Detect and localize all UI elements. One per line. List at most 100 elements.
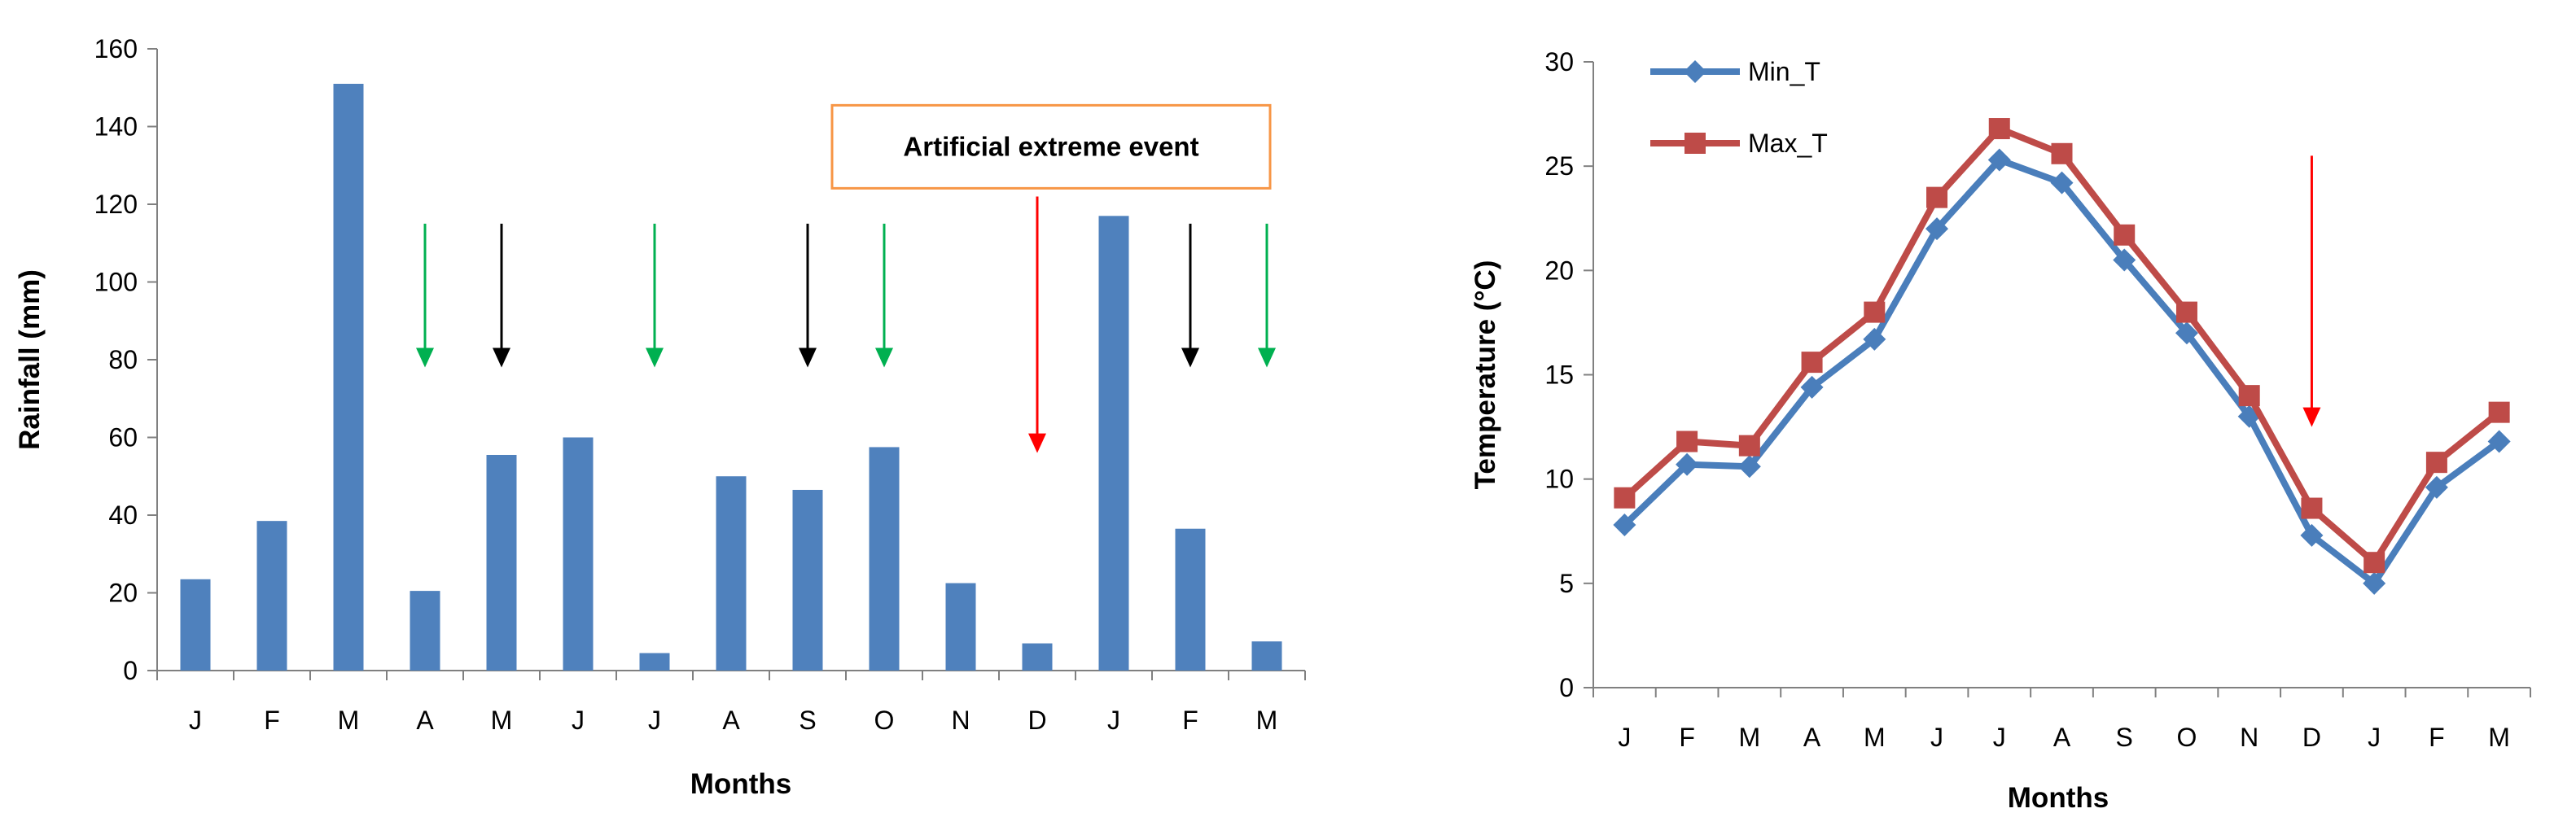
x-tick-label: M [338, 706, 360, 735]
min-t-point [2300, 523, 2324, 547]
min-t-point [1987, 148, 2011, 172]
legend: Min_T Max_T [1650, 57, 1828, 158]
x-tick-label: N [951, 706, 970, 735]
max-t-point [2488, 401, 2510, 423]
x-tick-label: D [1027, 706, 1046, 735]
x-tick-label: M [491, 706, 513, 735]
black-arrow-head [799, 347, 817, 368]
rainfall-bar [716, 476, 747, 671]
x-tick-label: J [1107, 706, 1120, 735]
red-arrow-head [1028, 433, 1046, 453]
min-t-point [1676, 452, 1699, 476]
x-tick-label: N [2240, 723, 2258, 752]
min-t-series [1613, 148, 2511, 595]
min-t-point [2363, 571, 2386, 595]
rainfall-bar [639, 653, 670, 671]
black-arrow [799, 223, 817, 368]
rainfall-bar-chart: 0 20 40 60 80 100 120 140 160 J F M A M J J A S O N D J F M Mont… [14, 34, 1306, 800]
black-arrow-head [1181, 347, 1199, 368]
min-t-point [2113, 248, 2136, 272]
max-t-point [2175, 301, 2197, 323]
min-t-point [2487, 430, 2511, 453]
max-t-series [1614, 118, 2510, 574]
green-arrow-head [646, 347, 664, 368]
green-arrow [416, 223, 434, 368]
max-t-point [2425, 452, 2447, 474]
legend-marker [1684, 133, 1706, 154]
min-t-point [1737, 455, 1761, 479]
y-tick-label: 160 [94, 34, 138, 63]
green-arrow-head [416, 347, 434, 368]
y-tick-label: 25 [1544, 151, 1574, 181]
rainfall-bar [180, 579, 211, 671]
legend-item-max-t: Max_T [1650, 129, 1828, 158]
y-tick-label: 140 [94, 112, 138, 142]
y-tick-label: 5 [1559, 569, 1574, 598]
temperature-line-chart: 0 5 10 15 20 25 30 J F M A M J J A S O N D J F M Min_T Max_T Mon… [1470, 47, 2531, 814]
min-t-point [1863, 327, 1886, 351]
rainfall-bar [869, 447, 900, 671]
red-arrow-head [2302, 407, 2321, 427]
rainfall-bar [563, 437, 594, 671]
y-axis-title: Rainfall (mm) [14, 269, 46, 450]
x-axis-title: Months [2008, 782, 2109, 814]
y-tick-label: 80 [108, 345, 138, 374]
max-t-point [2364, 552, 2385, 574]
y-tick-label: 120 [94, 190, 138, 219]
annotation-box [830, 103, 1272, 190]
legend-label: Min_T [1748, 57, 1820, 86]
x-tick-label: F [1679, 723, 1695, 752]
min-t-point [2050, 171, 2074, 194]
green-arrow-head [1258, 347, 1276, 368]
black-arrow [493, 223, 510, 368]
legend-marker [1684, 60, 1706, 83]
annotation-text: Artificial extreme event [903, 131, 1198, 161]
x-tick-label: A [416, 706, 434, 735]
x-tick-label: J [1993, 723, 2006, 752]
max-t-point [2114, 224, 2136, 246]
y-tick-label: 20 [1544, 256, 1574, 285]
x-axis-title: Months [690, 768, 791, 800]
rainfall-bar [333, 83, 364, 671]
min-t-point [1800, 375, 1824, 399]
max-t-point [1738, 435, 1760, 457]
max-t-point [1614, 487, 1636, 509]
max-t-point [1864, 301, 1886, 323]
x-tick-label: A [2053, 723, 2071, 752]
min-t-point [2175, 321, 2198, 345]
x-tick-label: M [2488, 723, 2510, 752]
min-t-point [1925, 217, 1949, 241]
legend-label: Max_T [1748, 129, 1828, 158]
y-tick-label: 0 [123, 656, 138, 685]
x-tick-label: F [2429, 723, 2445, 752]
rainfall-bar [1022, 643, 1053, 671]
x-tick-label: O [2177, 723, 2197, 752]
x-tick-label: M [1256, 706, 1278, 735]
x-tick-label: J [2368, 723, 2381, 752]
x-tick-label: J [1930, 723, 1943, 752]
y-tick-label: 40 [108, 500, 138, 530]
rainfall-bar [1251, 641, 1282, 671]
black-arrow-head [493, 347, 510, 368]
green-arrow [646, 223, 664, 368]
rainfall-bar [256, 521, 287, 671]
legend-item-min-t: Min_T [1650, 57, 1820, 86]
y-tick-label: 100 [94, 268, 138, 297]
min-t-point [2425, 475, 2448, 499]
x-tick-label: F [1182, 706, 1198, 735]
max-t-point [1926, 186, 1948, 208]
x-tick-label: J [189, 706, 202, 735]
max-t-point [2238, 385, 2260, 407]
green-arrow-head [875, 347, 893, 368]
max-t-point [2051, 142, 2073, 164]
x-tick-label: A [722, 706, 740, 735]
x-tick-label: S [799, 706, 816, 735]
x-tick-label: J [648, 706, 661, 735]
red-arrow [2302, 155, 2321, 427]
max-t-point [1676, 430, 1698, 452]
y-tick-label: 20 [108, 579, 138, 608]
y-tick-label: 10 [1544, 465, 1574, 494]
black-arrow [1181, 223, 1199, 368]
min-t-line [1622, 156, 2502, 587]
